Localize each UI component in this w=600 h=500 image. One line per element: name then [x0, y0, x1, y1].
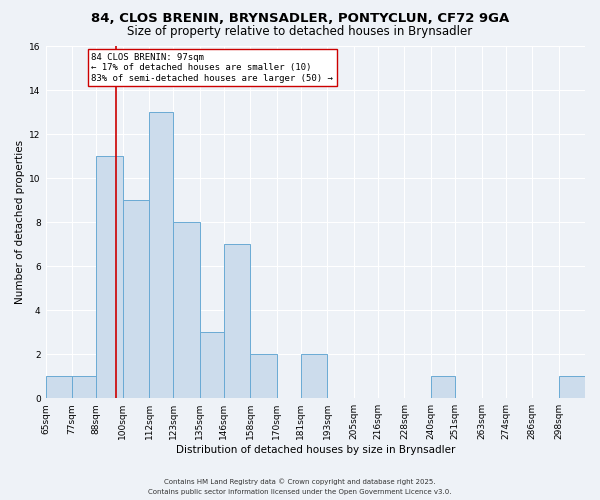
- Bar: [559, 376, 585, 398]
- Bar: [72, 376, 96, 398]
- Text: Contains HM Land Registry data © Crown copyright and database right 2025.: Contains HM Land Registry data © Crown c…: [164, 478, 436, 485]
- Text: Contains public sector information licensed under the Open Government Licence v3: Contains public sector information licen…: [148, 489, 452, 495]
- Text: 84, CLOS BRENIN, BRYNSADLER, PONTYCLUN, CF72 9GA: 84, CLOS BRENIN, BRYNSADLER, PONTYCLUN, …: [91, 12, 509, 26]
- Bar: [224, 244, 250, 398]
- Bar: [122, 200, 149, 398]
- Y-axis label: Number of detached properties: Number of detached properties: [15, 140, 25, 304]
- Bar: [96, 156, 122, 398]
- Bar: [250, 354, 277, 398]
- Bar: [173, 222, 200, 398]
- Bar: [301, 354, 328, 398]
- Bar: [149, 112, 173, 398]
- X-axis label: Distribution of detached houses by size in Brynsadler: Distribution of detached houses by size …: [176, 445, 455, 455]
- Text: 84 CLOS BRENIN: 97sqm
← 17% of detached houses are smaller (10)
83% of semi-deta: 84 CLOS BRENIN: 97sqm ← 17% of detached …: [91, 53, 333, 83]
- Bar: [431, 376, 455, 398]
- Bar: [200, 332, 224, 398]
- Bar: [46, 376, 72, 398]
- Text: Size of property relative to detached houses in Brynsadler: Size of property relative to detached ho…: [127, 25, 473, 38]
